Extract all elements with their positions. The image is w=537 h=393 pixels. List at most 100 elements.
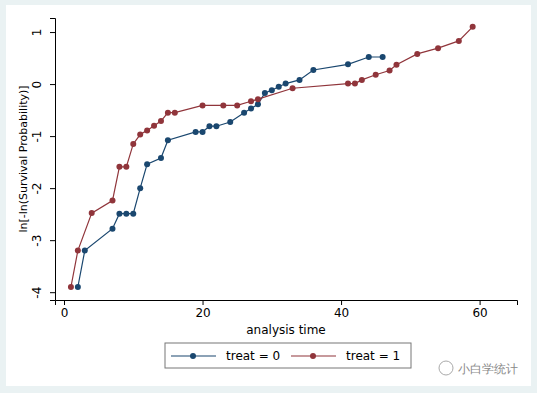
x-axis: 0 20 40 60 — [56, 300, 518, 320]
series-marker — [435, 45, 441, 51]
y-tick-mark — [50, 32, 55, 33]
series-marker — [89, 210, 95, 216]
legend-label: treat = 1 — [346, 349, 400, 363]
series-marker — [255, 96, 261, 102]
y-tick-label: -3 — [30, 235, 44, 247]
series-marker — [310, 67, 316, 73]
legend-label: treat = 0 — [226, 349, 280, 363]
series-marker — [373, 72, 379, 78]
x-tick: 20 — [195, 300, 210, 320]
x-tick-label: 20 — [195, 306, 210, 320]
series-marker — [109, 198, 115, 204]
series-marker — [414, 51, 420, 57]
x-tick-mark — [64, 300, 65, 305]
series-marker — [213, 123, 219, 129]
x-tick: 60 — [472, 300, 487, 320]
series-marker — [220, 102, 226, 108]
series-line — [71, 27, 473, 287]
series-marker — [387, 68, 393, 74]
series-marker — [248, 106, 254, 112]
y-axis-line — [50, 19, 56, 301]
x-axis-line — [56, 301, 518, 306]
series-marker — [123, 211, 129, 217]
series-marker — [241, 110, 247, 116]
x-tick-mark — [341, 300, 342, 305]
series-marker — [359, 77, 365, 83]
series-marker — [75, 284, 81, 290]
y-tick-mark — [50, 188, 55, 189]
series-marker — [200, 102, 206, 108]
series-marker — [470, 24, 476, 30]
y-tick-mark — [50, 84, 55, 85]
series-marker — [75, 248, 81, 254]
x-tick-label: 60 — [472, 306, 487, 320]
series-marker — [200, 129, 206, 135]
x-tick-label: 0 — [61, 306, 69, 320]
x-tick: 0 — [61, 300, 69, 320]
series-marker — [234, 102, 240, 108]
series-line — [78, 57, 383, 287]
x-tick-mark — [203, 300, 204, 305]
y-tick-label: -2 — [30, 183, 44, 195]
series-marker — [165, 137, 171, 143]
series-marker — [158, 118, 164, 124]
legend-box — [165, 343, 411, 368]
series-marker — [269, 87, 275, 93]
series-marker — [262, 90, 268, 96]
series-marker — [276, 84, 282, 90]
series-marker — [123, 164, 129, 170]
y-tick: 0 — [30, 81, 55, 89]
series-marker — [151, 123, 157, 129]
watermark-icon — [439, 361, 453, 375]
legend-marker — [310, 353, 316, 359]
x-axis-title: analysis time — [246, 323, 326, 337]
chart: 0 20 40 60 -4 -3 -2 -1 0 1 analysis time ln[-ln(Sur… — [0, 0, 537, 393]
series-marker — [366, 54, 372, 60]
y-tick: -2 — [30, 183, 55, 195]
series-marker — [116, 211, 122, 217]
series-marker — [290, 85, 296, 91]
series-marker — [206, 123, 212, 129]
series-marker — [227, 119, 233, 125]
series-marker — [144, 127, 150, 133]
series-marker — [116, 164, 122, 170]
series-marker — [130, 141, 136, 147]
series-marker — [144, 161, 150, 167]
series-marker — [352, 81, 358, 87]
legend: treat = 0 treat = 1 — [165, 343, 411, 368]
series-marker — [380, 54, 386, 60]
series-marker — [137, 185, 143, 191]
y-tick-mark — [50, 240, 55, 241]
y-tick: -4 — [30, 287, 55, 299]
y-axis-title: ln[-ln(Survival Probability)] — [17, 85, 30, 232]
y-tick-mark — [50, 292, 55, 293]
marks — [68, 24, 476, 290]
x-tick: 40 — [334, 300, 349, 320]
legend-marker — [190, 353, 196, 359]
graph-background — [0, 0, 537, 393]
series-marker — [393, 62, 399, 68]
y-tick-mark — [50, 136, 55, 137]
series-marker — [82, 248, 88, 254]
series-marker — [255, 101, 261, 107]
series-marker — [297, 77, 303, 83]
series-marker — [193, 129, 199, 135]
y-tick-label: 1 — [30, 29, 44, 37]
y-axis: -4 -3 -2 -1 0 1 — [30, 19, 56, 301]
x-tick-mark — [480, 300, 481, 305]
y-tick: -1 — [30, 131, 55, 143]
series-marker — [172, 110, 178, 116]
y-tick-label: 0 — [30, 81, 44, 89]
watermark: 小白学统计 — [439, 361, 518, 376]
plot-background — [6, 5, 531, 386]
y-tick-label: -4 — [30, 287, 44, 299]
series-marker — [283, 81, 289, 87]
series-marker — [345, 61, 351, 67]
watermark-text: 小白学统计 — [458, 362, 518, 376]
series-marker — [248, 98, 254, 104]
x-tick-label: 40 — [334, 306, 349, 320]
y-tick: 1 — [30, 29, 55, 37]
series-marker — [109, 226, 115, 232]
series-marker — [158, 155, 164, 161]
series-marker — [130, 211, 136, 217]
